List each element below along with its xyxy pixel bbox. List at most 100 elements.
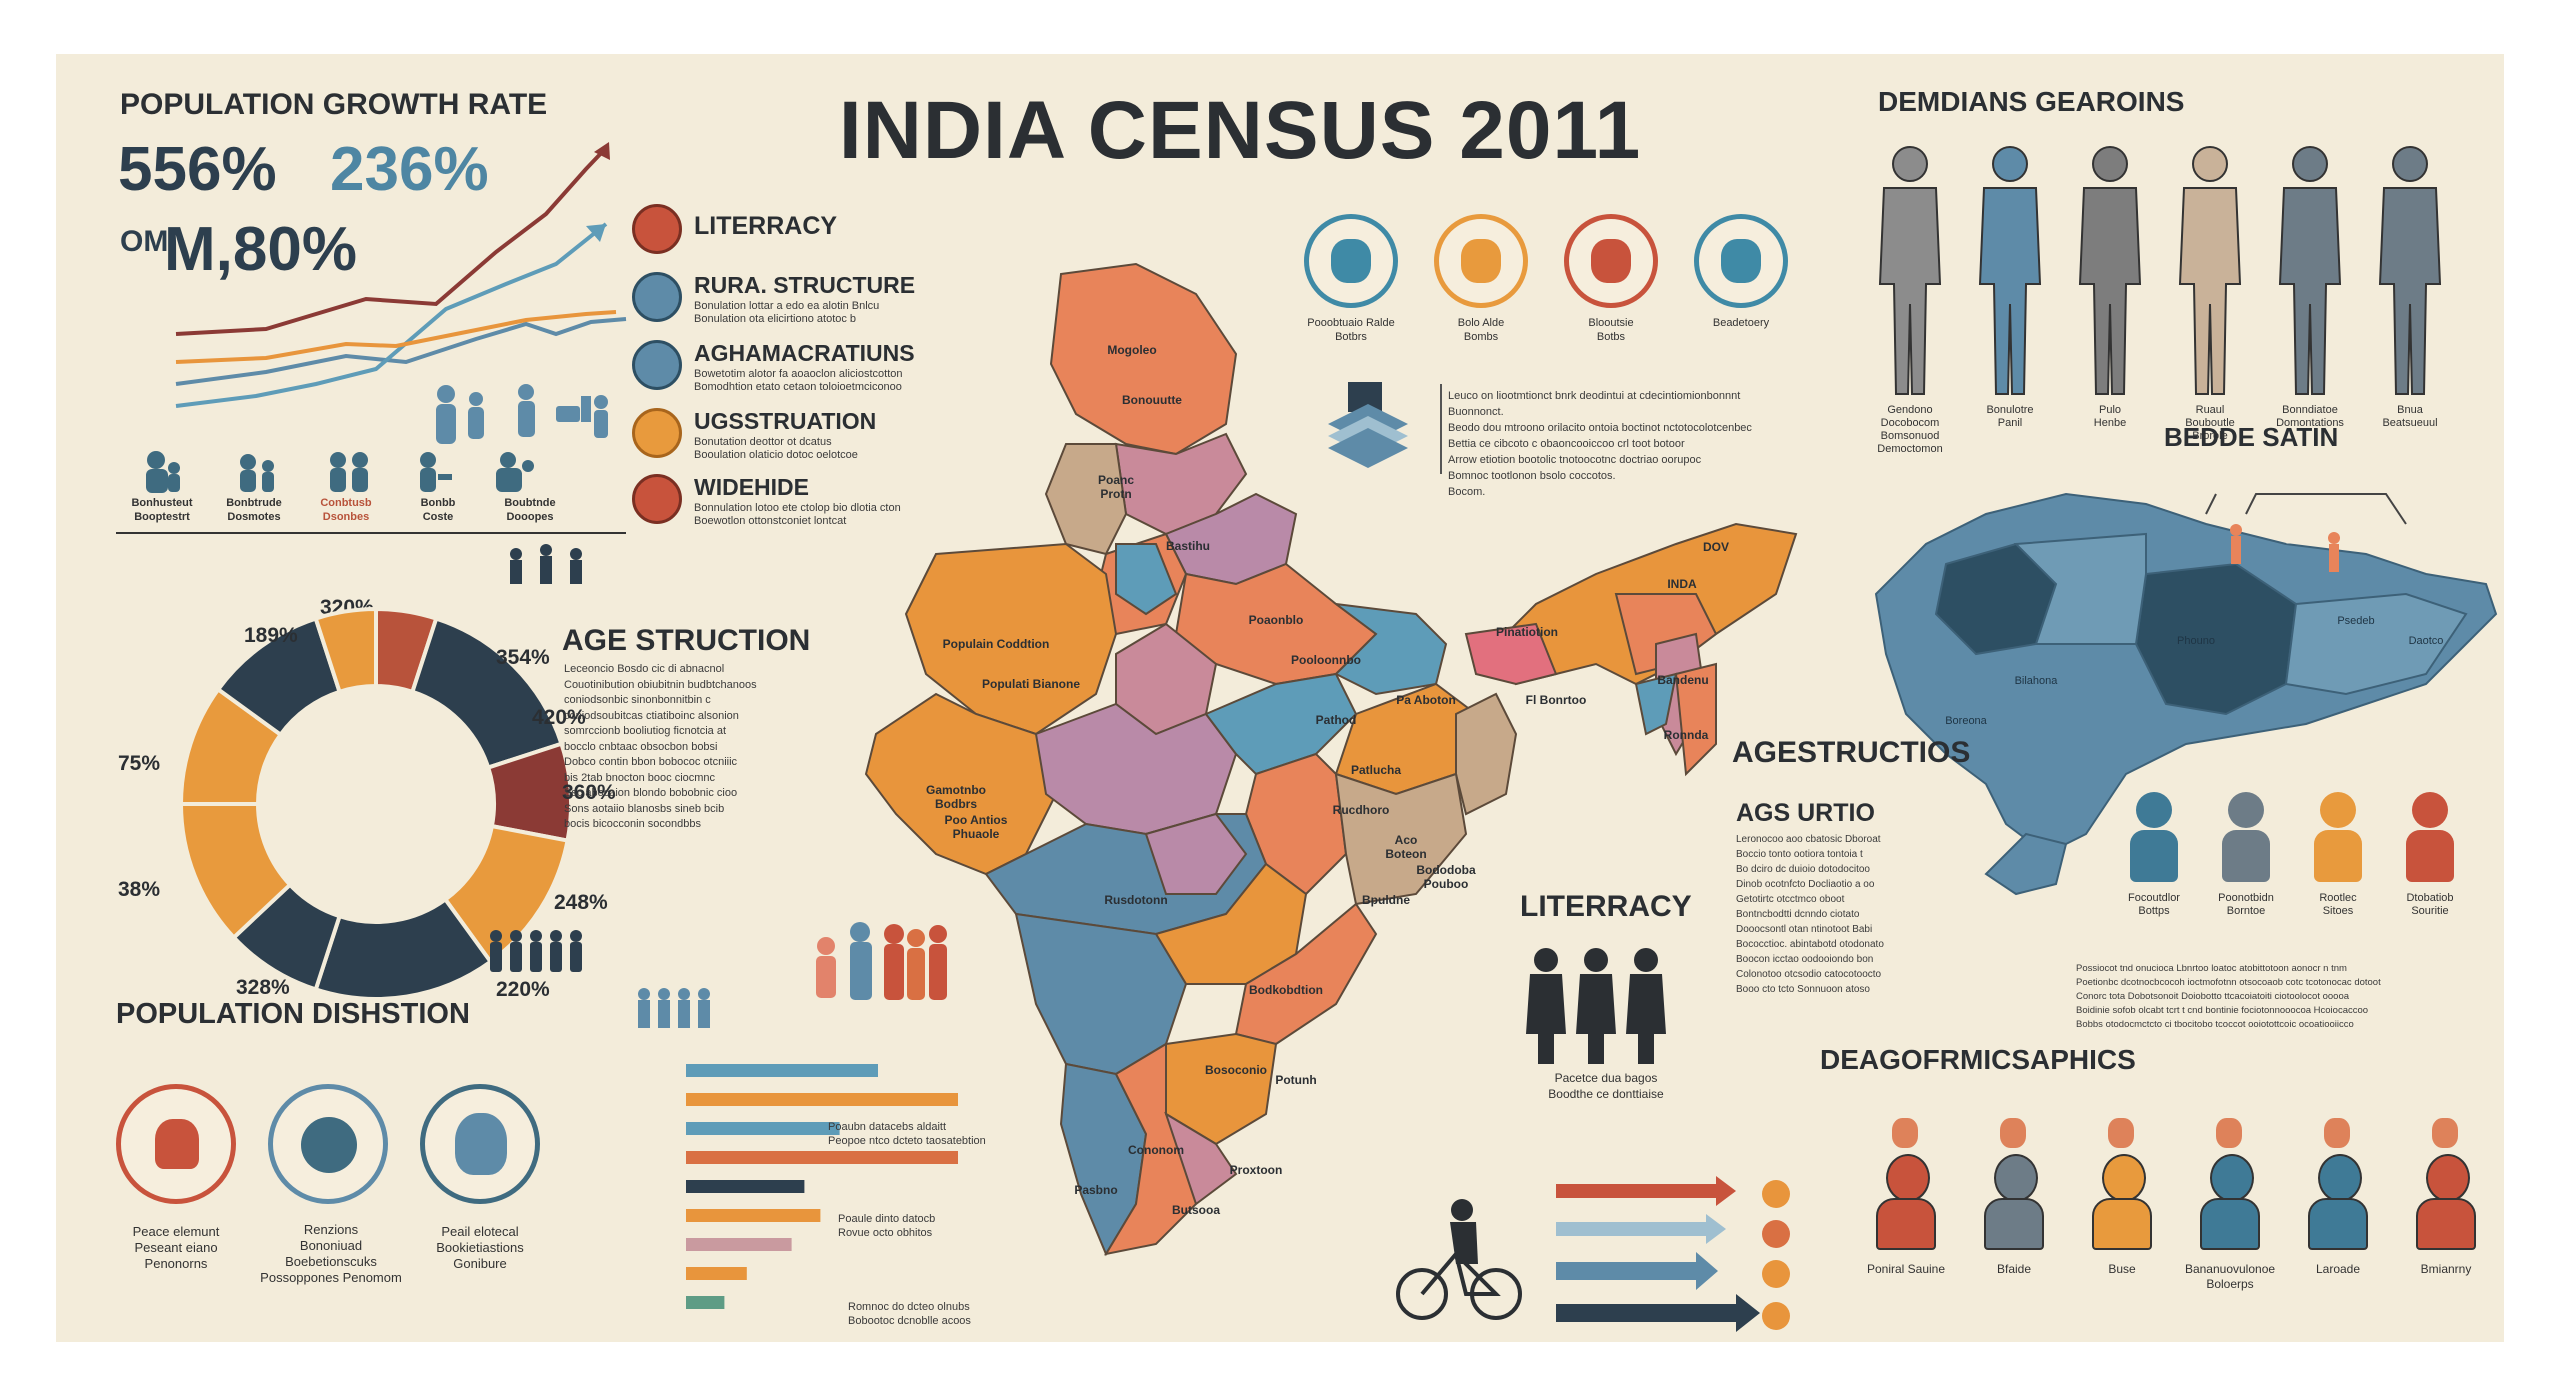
growth-icon-label: Bonbb Coste: [420, 497, 456, 523]
map-label: Poo Antios Phuaole: [945, 813, 1008, 841]
agestructios-heading: AGESTRUCTIOS: [1732, 736, 1971, 769]
bust-body-icon: [2130, 830, 2178, 882]
arrow-1: [1556, 1176, 1736, 1206]
region-label: Phouno: [2177, 635, 2215, 647]
growth-icon-label: Bonhusteut Booptestrt: [131, 497, 193, 523]
bars-note-1: Poaubn datacebs aldaitt Peopoe ntco dcte…: [828, 1121, 986, 1147]
growth-icon-label: Boubtnde Dooopes: [504, 497, 556, 523]
distribution-caption-2: Renzions Bononiuad Boebetionscuks Possop…: [260, 1222, 402, 1285]
growth-icon-label: Conbtusb Dsonbes: [320, 497, 372, 523]
growth-icon-labels: Bonhusteut Booptestrt Bonbtrude Dosmotes…: [116, 496, 576, 524]
region-dark: [2134, 562, 2298, 716]
region-island: [1984, 832, 2068, 896]
top-icon-circle: [1694, 214, 1788, 308]
person-figure-icon: [1978, 146, 2042, 395]
literacy-people-icon: [1526, 948, 1666, 1064]
bust-head-icon: [2136, 792, 2172, 828]
portrait-accent-icon: [2432, 1118, 2458, 1148]
demographic-figure-label: Ruaul Bouboutle Brorole: [2185, 404, 2235, 442]
india-map: Mogoleo Bonouutte Poanc Protn Bastihu Populai…: [864, 262, 1798, 1257]
map-label: Pa Aboton: [1396, 693, 1456, 707]
map-label: Pasbno: [1074, 1183, 1117, 1197]
map-label: Rucdhoro: [1333, 803, 1390, 817]
legend-label: UGSSTRUATION: [694, 408, 877, 434]
map-label: Butsooa: [1172, 1203, 1220, 1217]
legend-label: RURA. STRUCTURE: [694, 272, 916, 298]
top-icon-circle: [1434, 214, 1528, 308]
map-label: Poanc Protn: [1098, 473, 1134, 501]
scales-icon: [1721, 239, 1761, 283]
person-figure-icon: [2278, 146, 2342, 395]
map-label: Bastihu: [1166, 539, 1210, 553]
donut-segment-label: 248%: [554, 891, 608, 914]
family-group-icon: [816, 922, 947, 1000]
growth-line-blue: [175, 317, 627, 386]
distribution-circle-3: [420, 1084, 540, 1204]
growth-stat-3a: OMI: [120, 225, 177, 258]
top-icon-label: Beadetoery: [1712, 317, 1770, 329]
age-structure-text: Leceoncio Bosdo cic di abnacnol Couotini…: [564, 663, 757, 830]
growth-stat-2: 236%: [330, 135, 489, 204]
demographic-figures: [1878, 146, 2442, 395]
legend-label: WIDEHIDE: [694, 474, 809, 500]
portrait-body-icon: [2308, 1198, 2368, 1250]
donut-segment-label: 189%: [244, 624, 298, 647]
legend-text: Bonutation deottor ot dcatus Booulation …: [694, 436, 858, 461]
bust-label: Rootlec Sitoes: [2319, 892, 2357, 917]
map-label: Bododoba Pouboo: [1416, 863, 1476, 891]
donut-segment-label: 38%: [118, 878, 160, 901]
bust-body-icon: [2406, 830, 2454, 882]
donut-segment-label: 220%: [496, 978, 550, 1001]
worker-icon: [420, 452, 452, 492]
map-region: [1334, 772, 1468, 906]
person-figure-icon: [2378, 146, 2442, 395]
map-label: Poaonblo: [1249, 613, 1304, 627]
growth-stat-1: 556%: [118, 135, 277, 204]
region-label: Boreona: [1945, 715, 1987, 727]
bar: [686, 1238, 792, 1251]
bust-head-icon: [2228, 792, 2264, 828]
vehicle-icon: [1461, 239, 1501, 283]
agestructios-subheading: AGS URTIO: [1736, 799, 1875, 827]
demographic-figure-label: Pulo Henbe: [2093, 404, 2127, 429]
bar: [686, 1151, 958, 1164]
bust-label: Dtobatiob Souritie: [2406, 892, 2454, 917]
person-figure-icon: [2078, 146, 2142, 395]
portrait-head-icon: [2210, 1154, 2254, 1202]
bust-label: Poonotbidn Borntoe: [2218, 892, 2274, 917]
portrait-head-icon: [1886, 1154, 1930, 1202]
map-ne-label: INDA: [1667, 577, 1697, 591]
map-ne-label: Pinatiotion: [1496, 625, 1558, 639]
portrait-accent-icon: [2216, 1118, 2242, 1148]
demographic-figure-label: Bonulotre Panil: [1986, 404, 2034, 429]
group-icon: [496, 452, 534, 492]
portrait-head-icon: [2318, 1154, 2362, 1202]
deagograms-row: Poniral Sauine Bfaide Buse Bananuovulonoe B…: [1796, 1094, 2496, 1334]
map-region: [904, 542, 1118, 736]
migration-icon: [632, 408, 682, 458]
face-icon: [455, 1113, 507, 1175]
donut-segment-label: 328%: [236, 976, 290, 999]
region-map-heading: BEDDE SATIN: [2164, 422, 2339, 452]
arrow-4: [1556, 1294, 1760, 1332]
growth-divider: [116, 532, 626, 534]
top-icon-row: Pooobtuaio Ralde Botbrs Bolo Alde Bombs Bl…: [1304, 214, 1864, 374]
map-region: [1164, 1111, 1238, 1206]
top-icon-circle: [1564, 214, 1658, 308]
children-icon: [240, 454, 274, 492]
region-map: Boreona Bilahona Phouno Psedeb Daotco: [1874, 492, 2498, 896]
bar: [686, 1296, 725, 1309]
infographic-poster: INDIA CENSUS 2011 POPULATION GROWTH RATE…: [56, 54, 2504, 1342]
growth-heading: POPULATION GROWTH RATE: [120, 88, 548, 121]
growth-line-teal: [175, 222, 608, 408]
arrow-3: [1556, 1252, 1718, 1290]
legend-text: Bonnulation lotoo ete ctolop bio dlotia …: [694, 502, 901, 527]
growth-stat-3b: M,80%: [164, 215, 357, 284]
map-label: Fl Bonrtoo: [1526, 693, 1587, 707]
map-ne-label: Bandenu: [1657, 673, 1708, 687]
bicycle-icon: [1396, 1251, 1522, 1320]
person-figure-icon: [1878, 146, 1942, 395]
map-label: Populain Coddtion: [943, 637, 1050, 651]
bar: [686, 1267, 747, 1280]
region-mid: [2013, 532, 2147, 645]
